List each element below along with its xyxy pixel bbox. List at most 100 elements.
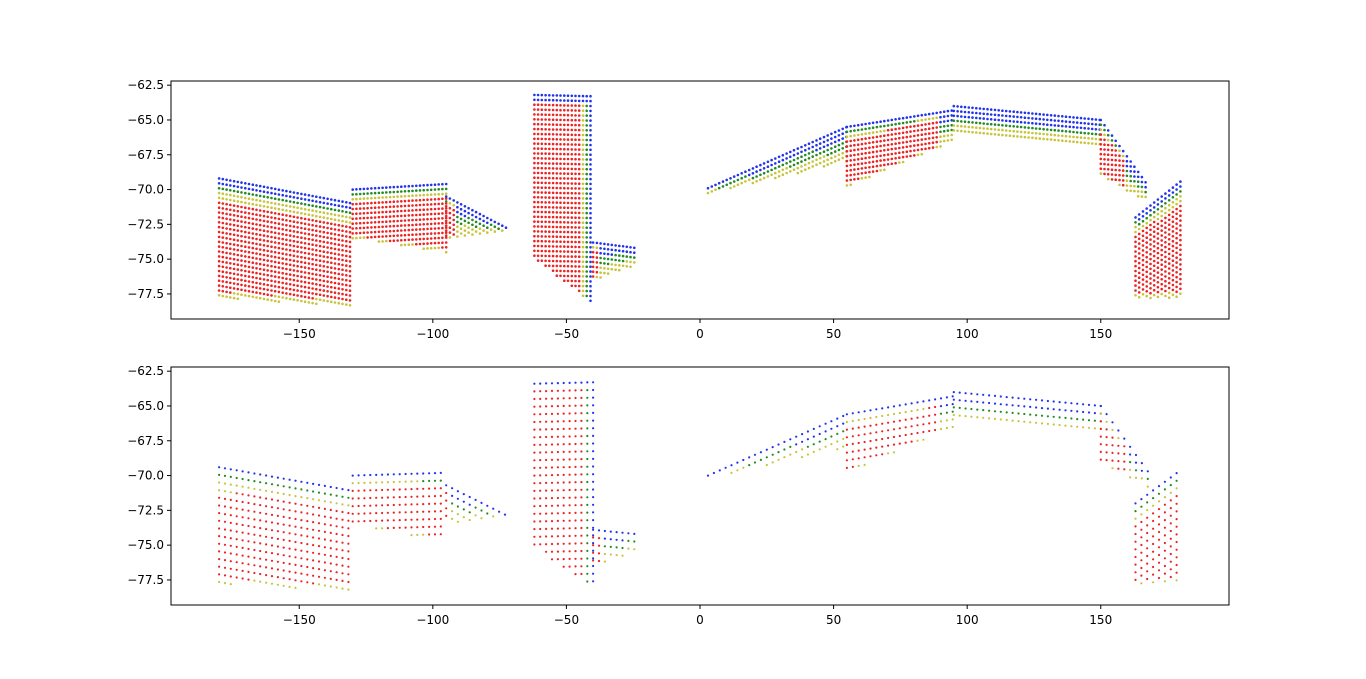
scatter-point (262, 219, 266, 223)
scatter-point (273, 246, 277, 249)
scatter-point (337, 287, 341, 290)
scatter-point (1087, 122, 1090, 125)
scatter-point (1152, 206, 1156, 209)
scatter-point (247, 255, 251, 259)
scatter-point (771, 453, 774, 456)
scatter-point (418, 198, 422, 202)
scatter-point (868, 136, 871, 140)
scatter-point (366, 216, 369, 220)
scatter-point (568, 511, 571, 515)
scatter-point (548, 181, 551, 185)
scatter-point (544, 191, 547, 194)
scatter-point (326, 207, 329, 210)
scatter-point (223, 497, 227, 500)
scatter-point (585, 153, 588, 156)
scatter-point (1105, 459, 1108, 462)
scatter-point (562, 496, 565, 499)
scatter-point (441, 202, 444, 205)
scatter-point (544, 186, 547, 189)
scatter-point (229, 223, 232, 226)
scatter-point (241, 577, 244, 580)
scatter-point (288, 248, 292, 252)
scatter-point (568, 488, 571, 492)
scatter-point (258, 218, 262, 222)
scatter-point (826, 148, 829, 152)
scatter-point (1167, 286, 1171, 290)
scatter-point (1057, 129, 1060, 132)
scatter-point (273, 226, 277, 230)
scatter-point (428, 510, 431, 513)
scatter-point (1140, 520, 1143, 524)
scatter-point (300, 231, 303, 235)
scatter-point (333, 286, 337, 290)
scatter-point (294, 487, 297, 490)
scatter-point (830, 156, 833, 160)
scatter-point (556, 420, 560, 423)
scatter-point (333, 213, 337, 217)
scatter-point (232, 277, 236, 281)
scatter-point (240, 288, 243, 292)
scatter-point (580, 465, 583, 468)
scatter-point (574, 118, 577, 122)
scatter-point (1110, 148, 1114, 152)
scatter-point (563, 113, 566, 117)
scatter-point (894, 127, 897, 131)
scatter-point (217, 206, 221, 209)
scatter-point (404, 495, 407, 499)
scatter-point (1038, 112, 1042, 116)
scatter-point (555, 94, 559, 97)
scatter-point (812, 427, 815, 430)
scatter-point (229, 560, 232, 563)
scatter-point (1005, 418, 1008, 422)
scatter-point (1167, 291, 1171, 295)
scatter-point (240, 269, 243, 272)
scatter-point (777, 160, 781, 163)
scatter-point (326, 226, 329, 230)
scatter-point (300, 519, 303, 522)
scatter-point (347, 504, 350, 507)
scatter-point (288, 524, 291, 527)
scatter-point (592, 442, 595, 445)
scatter-point (358, 202, 362, 205)
scatter-point (566, 255, 570, 258)
scatter-point (307, 267, 311, 270)
scatter-point (570, 211, 574, 214)
scatter-point (559, 254, 562, 258)
x-tick-label: −50 (554, 327, 579, 341)
scatter-point (444, 229, 448, 232)
scatter-point (262, 229, 266, 232)
scatter-point (614, 248, 617, 252)
scatter-point (288, 224, 292, 228)
scatter-point (262, 297, 266, 301)
scatter-point (585, 231, 588, 234)
scatter-point (845, 159, 849, 163)
scatter-point (887, 429, 890, 432)
scatter-point (300, 236, 303, 239)
scatter-point (251, 207, 255, 211)
scatter-point (1164, 265, 1167, 268)
scatter-point (441, 192, 444, 196)
scatter-point (281, 291, 285, 295)
scatter-point (563, 235, 566, 239)
scatter-point (1156, 212, 1160, 216)
scatter-point (341, 587, 344, 590)
scatter-point (244, 191, 247, 195)
scatter-point (400, 190, 403, 193)
scatter-point (322, 289, 326, 292)
scatter-point (270, 279, 273, 283)
scatter-point (468, 518, 471, 522)
scatter-point (856, 128, 860, 132)
scatter-point (415, 184, 418, 188)
scatter-point (444, 250, 448, 254)
scatter-point (288, 273, 292, 276)
scatter-point (244, 255, 247, 258)
scatter-point (1146, 577, 1149, 581)
scatter-point (548, 254, 551, 258)
scatter-point (845, 145, 849, 148)
scatter-point (300, 255, 303, 259)
scatter-point (545, 405, 548, 408)
scatter-point (251, 241, 255, 245)
scatter-point (1175, 579, 1178, 582)
scatter-point (223, 582, 227, 585)
scatter-point (924, 147, 927, 151)
